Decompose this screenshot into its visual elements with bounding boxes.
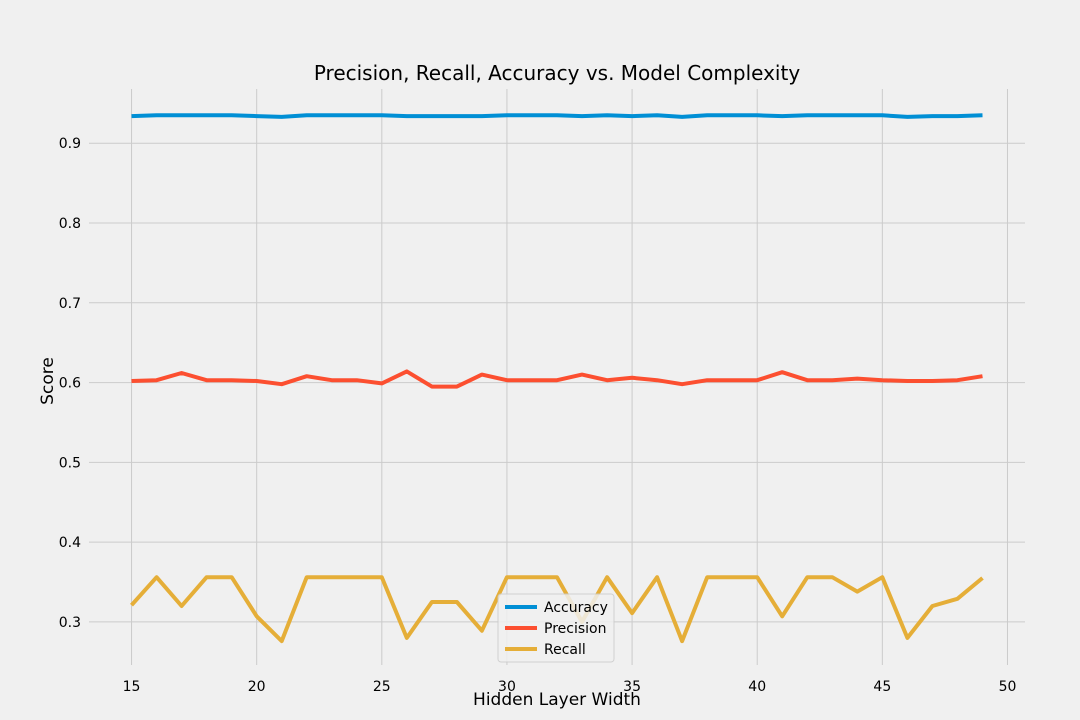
x-axis-label: Hidden Layer Width (473, 690, 641, 710)
y-axis-label: Score (38, 357, 58, 405)
x-tick-labels: 15 20 25 30 35 40 45 50 (123, 679, 1017, 695)
y-tick-labels: 0.3 0.4 0.5 0.6 0.7 0.8 0.9 (59, 136, 81, 631)
chart-title: Precision, Recall, Accuracy vs. Model Co… (314, 61, 801, 85)
y-tick-label: 0.8 (59, 216, 81, 232)
x-tick-label: 35 (623, 679, 641, 695)
y-tick-label: 0.3 (59, 615, 81, 631)
x-tick-label: 30 (498, 679, 516, 695)
x-tick-label: 45 (873, 679, 891, 695)
series-lines (130, 113, 984, 644)
series-line-precision (131, 369, 983, 389)
x-tick-label: 15 (123, 679, 141, 695)
y-tick-label: 0.7 (59, 296, 81, 312)
x-gridlines (131, 89, 1008, 665)
legend-label-precision: Precision (544, 621, 606, 637)
x-tick-label: 25 (373, 679, 391, 695)
legend: Accuracy Precision Recall (497, 593, 615, 663)
series-line-accuracy (131, 113, 983, 119)
x-tick-label: 20 (248, 679, 266, 695)
series-line-recall (130, 575, 984, 644)
y-gridlines (89, 142, 1025, 623)
x-tick-label: 50 (999, 679, 1017, 695)
plot-background (89, 89, 1025, 665)
legend-label-recall: Recall (544, 642, 586, 658)
legend-box (497, 593, 615, 663)
y-tick-label: 0.9 (59, 136, 81, 152)
y-tick-label: 0.6 (59, 376, 81, 392)
x-tick-label: 40 (748, 679, 766, 695)
y-tick-label: 0.4 (59, 535, 81, 551)
y-tick-label: 0.5 (59, 455, 81, 471)
legend-label-accuracy: Accuracy (544, 600, 608, 616)
